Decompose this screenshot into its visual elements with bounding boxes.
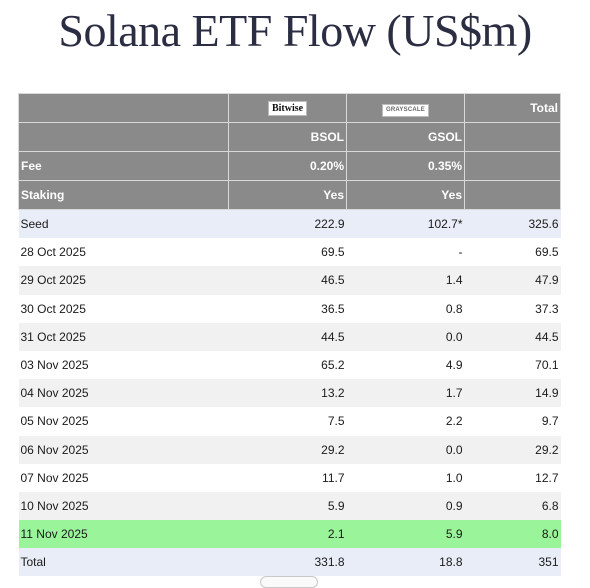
- row-total: 37.3: [464, 294, 561, 323]
- row-date: 28 Oct 2025: [18, 238, 229, 267]
- row-total: 29.2: [464, 435, 561, 464]
- row-gsol: 0.9: [346, 491, 465, 521]
- row-gsol: 102.7*: [346, 209, 465, 239]
- row-date: 06 Nov 2025: [18, 435, 229, 464]
- table-row: 05 Nov 2025 7.5 2.2 9.7: [18, 407, 561, 436]
- row-bsol: 2.1: [228, 520, 347, 549]
- bitwise-logo: Bitwise: [267, 101, 308, 116]
- header-blank: [18, 122, 229, 152]
- row-gsol: 2.2: [346, 407, 465, 436]
- row-bsol: 222.9: [228, 209, 347, 239]
- ticker-header-row: BSOL GSOL: [18, 122, 561, 152]
- total-gsol: 18.8: [346, 548, 465, 577]
- row-date: 05 Nov 2025: [18, 407, 229, 436]
- row-total: 325.6: [464, 209, 561, 239]
- row-gsol: 0.0: [346, 435, 465, 464]
- staking-gsol: Yes: [346, 180, 465, 210]
- row-total: 44.5: [464, 322, 561, 351]
- table-row: 28 Oct 2025 69.5 - 69.5: [18, 238, 561, 267]
- row-total: 8.0: [464, 520, 561, 549]
- fee-gsol: 0.35%: [346, 151, 465, 181]
- bitwise-logo-cell: Bitwise: [228, 93, 347, 123]
- row-bsol: 44.5: [228, 322, 347, 351]
- row-total: 70.1: [464, 350, 561, 380]
- row-bsol: 29.2: [228, 435, 347, 464]
- grayscale-logo-cell: GRAYSCALE: [346, 93, 465, 123]
- row-gsol: 1.7: [346, 379, 465, 408]
- row-total: 12.7: [464, 463, 561, 492]
- row-date: 11 Nov 2025: [18, 520, 229, 549]
- staking-bsol: Yes: [228, 180, 347, 210]
- header-blank: [18, 93, 229, 123]
- row-gsol: 1.4: [346, 266, 465, 295]
- row-bsol: 13.2: [228, 379, 347, 408]
- ticker-gsol: GSOL: [346, 122, 465, 152]
- table-row-latest: 11 Nov 2025 2.1 5.9 8.0: [18, 520, 561, 549]
- row-bsol: 5.9: [228, 491, 347, 521]
- total-row: Total 331.8 18.8 351: [18, 548, 561, 577]
- row-date: Seed: [18, 209, 229, 239]
- staking-row: Staking Yes Yes: [18, 180, 561, 210]
- scroll-handle[interactable]: [260, 576, 318, 588]
- row-bsol: 65.2: [228, 350, 347, 380]
- table-row: 29 Oct 2025 46.5 1.4 47.9: [18, 266, 561, 295]
- grayscale-logo: GRAYSCALE: [382, 103, 429, 117]
- issuer-header-row: Bitwise GRAYSCALE Total: [18, 93, 561, 123]
- header-blank: [464, 180, 561, 210]
- row-bsol: 46.5: [228, 266, 347, 295]
- row-gsol: 0.0: [346, 322, 465, 351]
- row-date: 04 Nov 2025: [18, 379, 229, 408]
- fee-row: Fee 0.20% 0.35%: [18, 151, 561, 181]
- ticker-bsol: BSOL: [228, 122, 347, 152]
- etf-flow-table: Bitwise GRAYSCALE Total BSOL GSOL Fee 0.…: [18, 93, 561, 577]
- header-blank: [464, 151, 561, 181]
- row-gsol: 5.9: [346, 520, 465, 549]
- row-total: 47.9: [464, 266, 561, 295]
- row-date: 10 Nov 2025: [18, 491, 229, 521]
- table-row: 31 Oct 2025 44.5 0.0 44.5: [18, 322, 561, 351]
- row-date: 03 Nov 2025: [18, 350, 229, 380]
- table-row: 06 Nov 2025 29.2 0.0 29.2: [18, 435, 561, 464]
- row-gsol: 0.8: [346, 294, 465, 323]
- row-gsol: 4.9: [346, 350, 465, 380]
- fee-bsol: 0.20%: [228, 151, 347, 181]
- total-header: Total: [464, 93, 561, 123]
- total-bsol: 331.8: [228, 548, 347, 577]
- table-row: 07 Nov 2025 11.7 1.0 12.7: [18, 463, 561, 492]
- row-bsol: 7.5: [228, 407, 347, 436]
- total-label: Total: [18, 548, 229, 577]
- row-total: 14.9: [464, 379, 561, 408]
- header-blank: [464, 122, 561, 152]
- staking-label: Staking: [18, 180, 229, 210]
- table-row: 03 Nov 2025 65.2 4.9 70.1: [18, 350, 561, 380]
- table-row: 10 Nov 2025 5.9 0.9 6.8: [18, 491, 561, 521]
- table-row: 04 Nov 2025 13.2 1.7 14.9: [18, 379, 561, 408]
- row-total: 6.8: [464, 491, 561, 521]
- row-date: 29 Oct 2025: [18, 266, 229, 295]
- row-bsol: 11.7: [228, 463, 347, 492]
- row-total: 9.7: [464, 407, 561, 436]
- table-row: Seed 222.9 102.7* 325.6: [18, 209, 561, 239]
- row-bsol: 36.5: [228, 294, 347, 323]
- row-date: 31 Oct 2025: [18, 322, 229, 351]
- row-gsol: -: [346, 238, 465, 267]
- fee-label: Fee: [18, 151, 229, 181]
- row-date: 30 Oct 2025: [18, 294, 229, 323]
- row-date: 07 Nov 2025: [18, 463, 229, 492]
- row-bsol: 69.5: [228, 238, 347, 267]
- page-title: Solana ETF Flow (US$m): [58, 5, 532, 56]
- row-total: 69.5: [464, 238, 561, 267]
- total-all: 351: [464, 548, 561, 577]
- table-row: 30 Oct 2025 36.5 0.8 37.3: [18, 294, 561, 323]
- row-gsol: 1.0: [346, 463, 465, 492]
